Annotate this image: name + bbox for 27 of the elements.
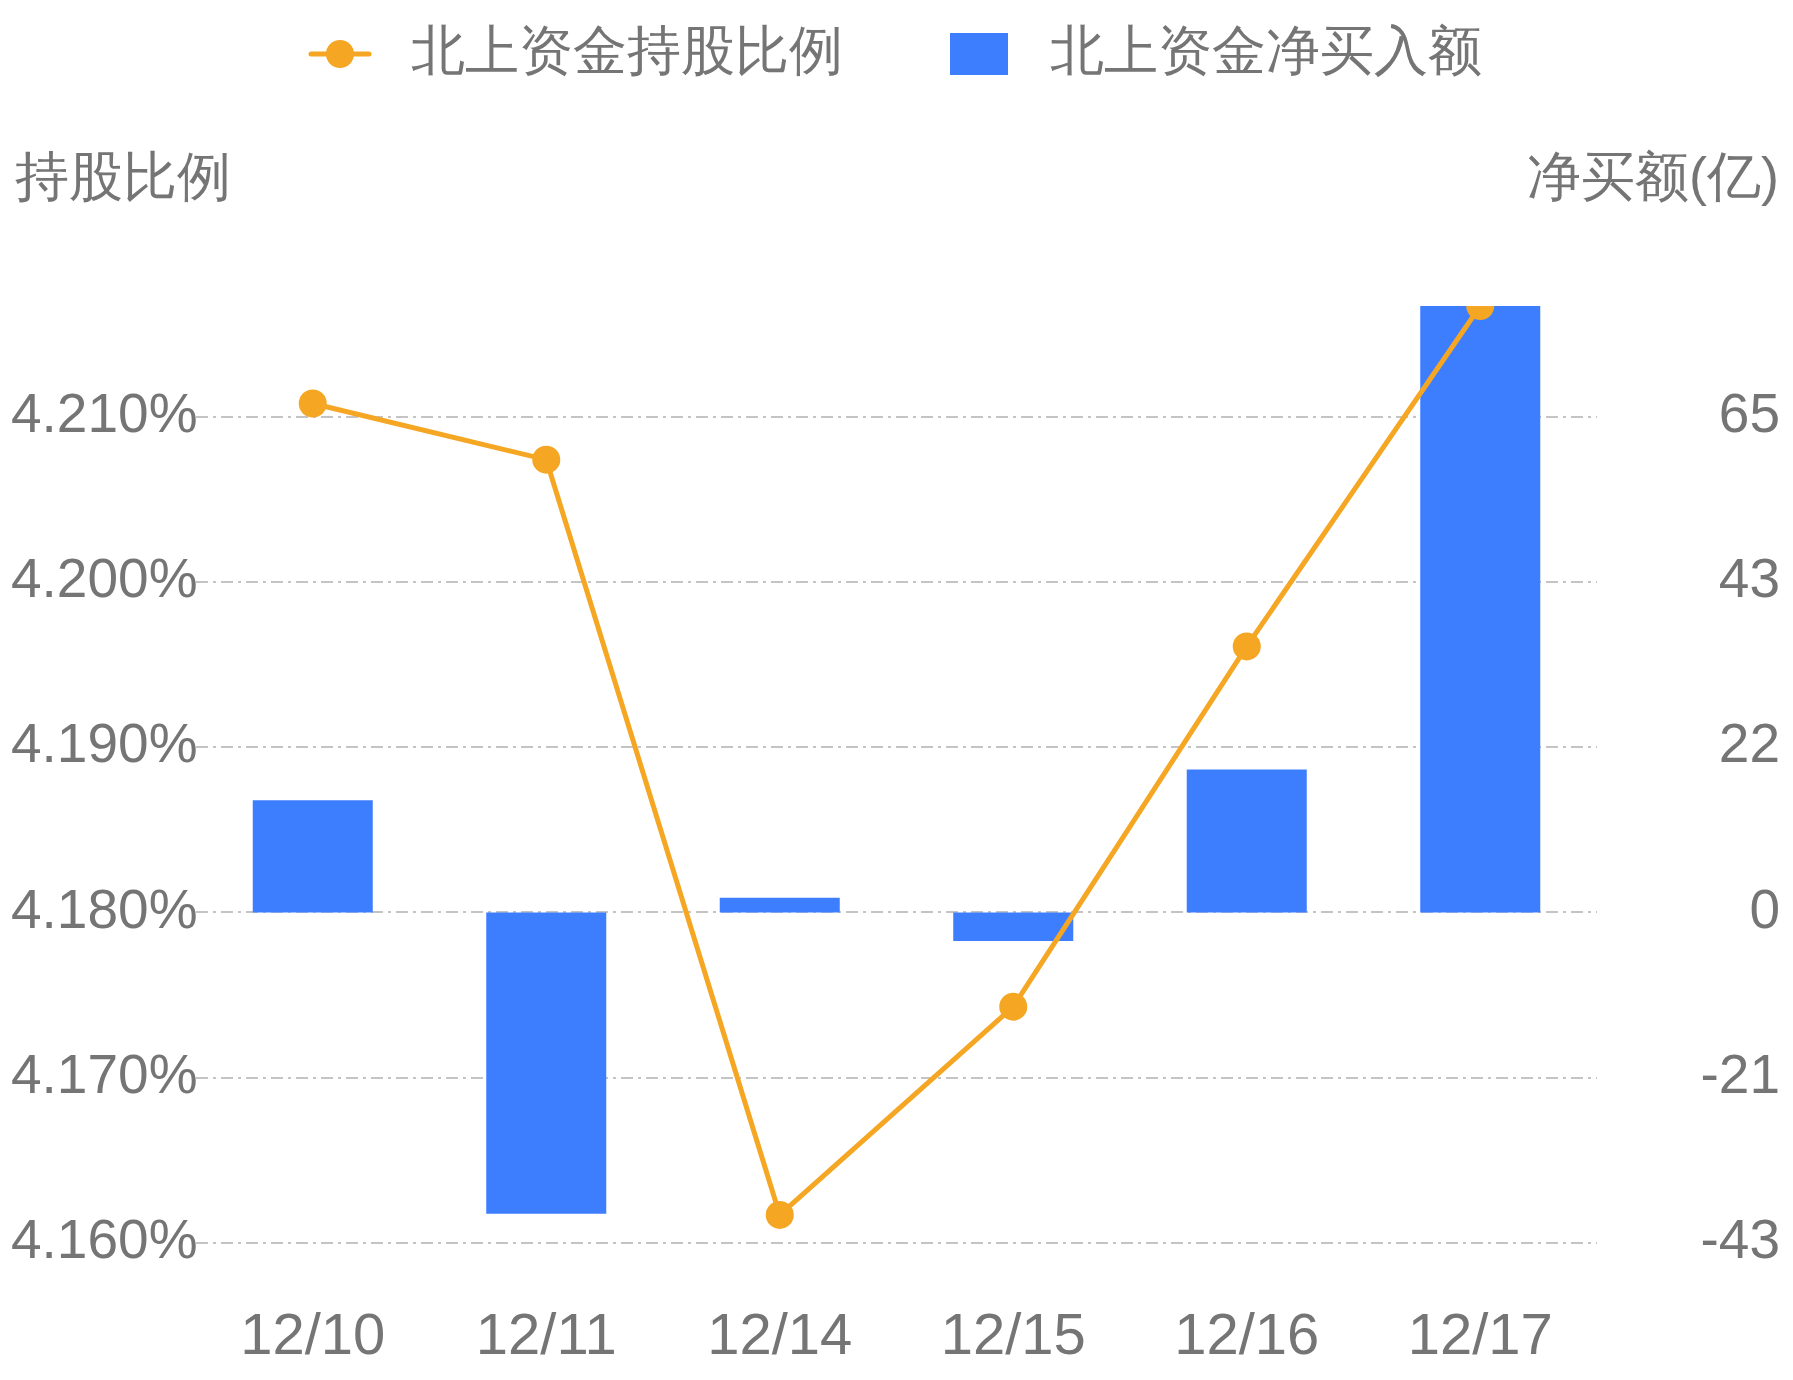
y-axis-title: 持股比例 (15, 145, 231, 206)
y2-tick-label: 43 (1718, 547, 1780, 610)
y2-tick-label: -43 (1700, 1208, 1780, 1271)
point (765, 1200, 794, 1229)
x-tick-label: 12/17 (1407, 1300, 1553, 1366)
y2-tick-label: 65 (1718, 381, 1780, 444)
y2-tick-label: -21 (1700, 1042, 1780, 1105)
y2-tick-label: 0 (1749, 877, 1780, 940)
x-tick-label: 12/10 (240, 1300, 386, 1366)
y-tick-label: 4.210% (11, 381, 198, 444)
point (532, 445, 561, 474)
legend-label: 北上资金持股比例 (411, 19, 843, 80)
y2-tick-label: 22 (1718, 712, 1780, 775)
y2-axis-title: 净买额(亿) (1527, 145, 1779, 206)
point (298, 389, 327, 418)
y-tick-label: 4.200% (11, 547, 198, 610)
point (999, 992, 1028, 1021)
y-tick-label: 4.170% (11, 1042, 198, 1105)
y-tick-label: 4.180% (11, 877, 198, 940)
x-tick-label: 12/14 (707, 1300, 853, 1366)
y-tick-label: 4.190% (11, 712, 198, 775)
x-tick-label: 12/16 (1174, 1300, 1320, 1366)
point (1232, 632, 1261, 661)
legend-label: 北上资金净买入额 (1050, 19, 1482, 80)
x-tick-label: 12/11 (475, 1300, 617, 1366)
x-tick-label: 12/15 (940, 1300, 1086, 1366)
y-tick-label: 4.160% (11, 1208, 198, 1271)
